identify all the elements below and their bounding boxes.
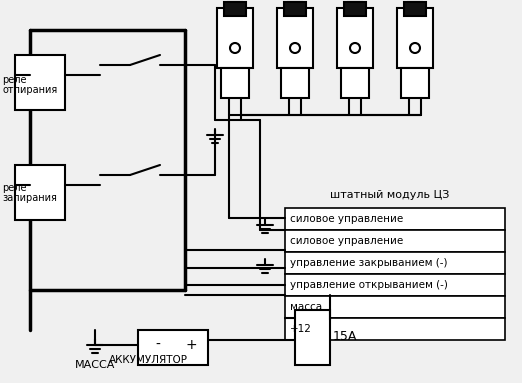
- Text: силовое управление: силовое управление: [290, 214, 404, 224]
- Bar: [284, 2, 306, 16]
- Circle shape: [290, 43, 300, 53]
- Bar: [344, 2, 366, 16]
- Text: АККУМУЛЯТОР: АККУМУЛЯТОР: [109, 355, 187, 365]
- Bar: [348, 2, 362, 12]
- Bar: [15, 55, 65, 110]
- Bar: [285, 296, 505, 318]
- Circle shape: [350, 43, 360, 53]
- Text: силовое управление: силовое управление: [290, 236, 404, 246]
- Text: -: -: [155, 338, 160, 352]
- Bar: [138, 330, 208, 365]
- Bar: [281, 68, 309, 98]
- Bar: [285, 274, 505, 296]
- Text: масса: масса: [290, 302, 322, 312]
- Bar: [288, 2, 302, 12]
- Circle shape: [230, 43, 240, 53]
- Bar: [15, 165, 65, 220]
- Bar: [285, 318, 505, 340]
- Bar: [224, 2, 246, 16]
- Text: управление открыванием (-): управление открыванием (-): [290, 280, 448, 290]
- Bar: [285, 230, 505, 252]
- Bar: [221, 68, 249, 98]
- Text: МАССА: МАССА: [75, 360, 115, 370]
- Text: запирания: запирания: [2, 193, 57, 203]
- Text: +12: +12: [290, 324, 312, 334]
- Bar: [277, 8, 313, 68]
- Bar: [228, 2, 242, 12]
- Bar: [217, 8, 253, 68]
- Bar: [337, 8, 373, 68]
- Text: реле: реле: [2, 183, 27, 193]
- Text: 15А: 15А: [333, 331, 358, 344]
- Bar: [295, 310, 330, 365]
- Bar: [404, 2, 426, 16]
- Circle shape: [410, 43, 420, 53]
- Bar: [341, 68, 369, 98]
- Text: штатный модуль ЦЗ: штатный модуль ЦЗ: [330, 190, 449, 200]
- Bar: [285, 208, 505, 230]
- Text: отпирания: отпирания: [2, 85, 57, 95]
- Bar: [408, 2, 422, 12]
- Bar: [397, 8, 433, 68]
- Text: +: +: [185, 338, 197, 352]
- Text: реле: реле: [2, 75, 27, 85]
- Bar: [285, 252, 505, 274]
- Bar: [401, 68, 429, 98]
- Text: управление закрыванием (-): управление закрыванием (-): [290, 258, 447, 268]
